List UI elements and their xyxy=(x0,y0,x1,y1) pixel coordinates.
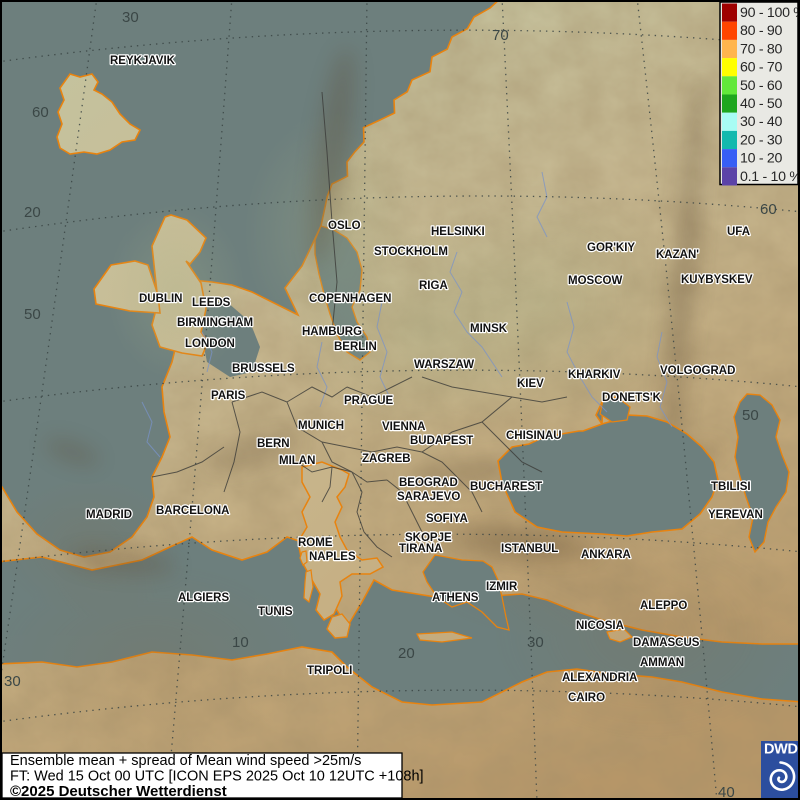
svg-text:AMMAN: AMMAN xyxy=(640,657,684,669)
svg-text:20 - 30: 20 - 30 xyxy=(740,132,782,148)
svg-text:SOFIYA: SOFIYA xyxy=(426,513,468,525)
svg-text:VIENNA: VIENNA xyxy=(382,421,425,433)
svg-text:20: 20 xyxy=(24,204,41,221)
svg-text:KIEV: KIEV xyxy=(517,378,544,390)
svg-text:ROME: ROME xyxy=(298,537,333,549)
svg-text:60: 60 xyxy=(32,104,49,121)
svg-text:10 - 20: 10 - 20 xyxy=(740,151,782,167)
svg-text:TBILISI: TBILISI xyxy=(711,481,751,493)
svg-text:KAZAN': KAZAN' xyxy=(656,249,699,261)
svg-text:COPENHAGEN: COPENHAGEN xyxy=(309,293,391,305)
svg-text:©2025 Deutscher Wetterdienst: ©2025 Deutscher Wetterdienst xyxy=(10,783,227,798)
svg-text:90 - 100 %: 90 - 100 % xyxy=(740,5,798,21)
svg-text:VOLGOGRAD: VOLGOGRAD xyxy=(660,365,735,377)
svg-text:DAMASCUS: DAMASCUS xyxy=(633,637,700,649)
svg-text:70 - 80: 70 - 80 xyxy=(740,41,782,57)
svg-text:DWD: DWD xyxy=(764,742,798,758)
svg-text:DUBLIN: DUBLIN xyxy=(139,293,182,305)
svg-text:GOR'KIY: GOR'KIY xyxy=(587,242,635,254)
svg-text:CHISINAU: CHISINAU xyxy=(506,430,562,442)
svg-text:50: 50 xyxy=(24,306,41,323)
svg-text:80 - 90: 80 - 90 xyxy=(740,23,782,39)
svg-text:30 - 40: 30 - 40 xyxy=(740,114,782,130)
svg-text:50: 50 xyxy=(742,407,759,424)
svg-text:KHARKIV: KHARKIV xyxy=(568,369,621,381)
svg-text:BERN: BERN xyxy=(257,438,290,450)
svg-text:MADRID: MADRID xyxy=(86,509,132,521)
svg-text:BEOGRAD: BEOGRAD xyxy=(399,477,458,489)
svg-text:BUDAPEST: BUDAPEST xyxy=(410,435,473,447)
svg-text:FT: Wed 15 Oct 00 UTC [ICON EP: FT: Wed 15 Oct 00 UTC [ICON EPS 2025 Oct… xyxy=(10,769,424,785)
svg-text:ISTANBUL: ISTANBUL xyxy=(501,543,558,555)
svg-text:MINSK: MINSK xyxy=(470,323,508,335)
svg-text:DONETS'K: DONETS'K xyxy=(602,392,662,404)
svg-text:STOCKHOLM: STOCKHOLM xyxy=(374,246,448,258)
svg-text:ZAGREB: ZAGREB xyxy=(362,453,411,465)
svg-text:50 - 60: 50 - 60 xyxy=(740,78,782,94)
svg-text:REYKJAVIK: REYKJAVIK xyxy=(110,55,176,67)
svg-text:WARSZAW: WARSZAW xyxy=(414,359,474,371)
svg-text:10: 10 xyxy=(232,634,249,651)
svg-text:CAIRO: CAIRO xyxy=(568,692,605,704)
svg-text:HELSINKI: HELSINKI xyxy=(431,226,485,238)
svg-text:40: 40 xyxy=(718,784,735,798)
svg-text:BERLIN: BERLIN xyxy=(334,341,377,353)
svg-text:ALEPPO: ALEPPO xyxy=(640,600,687,612)
svg-text:70: 70 xyxy=(492,27,509,44)
svg-text:0.1 - 10 %: 0.1 - 10 % xyxy=(740,169,798,185)
svg-text:BIRMINGHAM: BIRMINGHAM xyxy=(177,317,253,329)
svg-text:20: 20 xyxy=(398,645,415,662)
svg-text:MUNICH: MUNICH xyxy=(298,420,344,432)
svg-text:Ensemble mean + spread of Mean: Ensemble mean + spread of Mean wind spee… xyxy=(10,753,361,769)
svg-text:60 - 70: 60 - 70 xyxy=(740,60,782,76)
svg-text:IZMIR: IZMIR xyxy=(486,581,518,593)
svg-text:40 - 50: 40 - 50 xyxy=(740,96,782,112)
svg-text:RIGA: RIGA xyxy=(419,280,448,292)
svg-text:ALGIERS: ALGIERS xyxy=(178,592,229,604)
svg-text:TRIPOLI: TRIPOLI xyxy=(307,665,352,677)
svg-text:SARAJEVO: SARAJEVO xyxy=(397,491,460,503)
svg-text:TUNIS: TUNIS xyxy=(258,606,293,618)
svg-text:BUCHAREST: BUCHAREST xyxy=(470,481,542,493)
svg-text:LONDON: LONDON xyxy=(185,338,235,350)
svg-text:PARIS: PARIS xyxy=(211,390,246,402)
svg-text:ATHENS: ATHENS xyxy=(432,592,479,604)
svg-text:KUYBYSKEV: KUYBYSKEV xyxy=(681,274,753,286)
svg-text:BARCELONA: BARCELONA xyxy=(156,505,229,517)
svg-text:NICOSIA: NICOSIA xyxy=(576,620,624,632)
svg-text:MOSCOW: MOSCOW xyxy=(568,275,622,287)
svg-text:LEEDS: LEEDS xyxy=(192,297,231,309)
svg-text:NAPLES: NAPLES xyxy=(309,551,356,563)
svg-text:60: 60 xyxy=(760,201,777,218)
svg-text:PRAGUE: PRAGUE xyxy=(344,395,394,407)
svg-text:30: 30 xyxy=(122,9,139,26)
svg-text:MILAN: MILAN xyxy=(279,455,315,467)
svg-text:ALEXANDRIA: ALEXANDRIA xyxy=(562,672,637,684)
svg-text:BRUSSELS: BRUSSELS xyxy=(232,363,295,375)
svg-text:TIRANA: TIRANA xyxy=(399,543,442,555)
svg-text:30: 30 xyxy=(4,673,21,690)
svg-text:HAMBURG: HAMBURG xyxy=(302,326,362,338)
svg-text:OSLO: OSLO xyxy=(328,220,361,232)
svg-text:30: 30 xyxy=(527,634,544,651)
svg-text:UFA: UFA xyxy=(727,226,750,238)
svg-text:ANKARA: ANKARA xyxy=(581,549,631,561)
svg-text:YEREVAN: YEREVAN xyxy=(708,509,763,521)
